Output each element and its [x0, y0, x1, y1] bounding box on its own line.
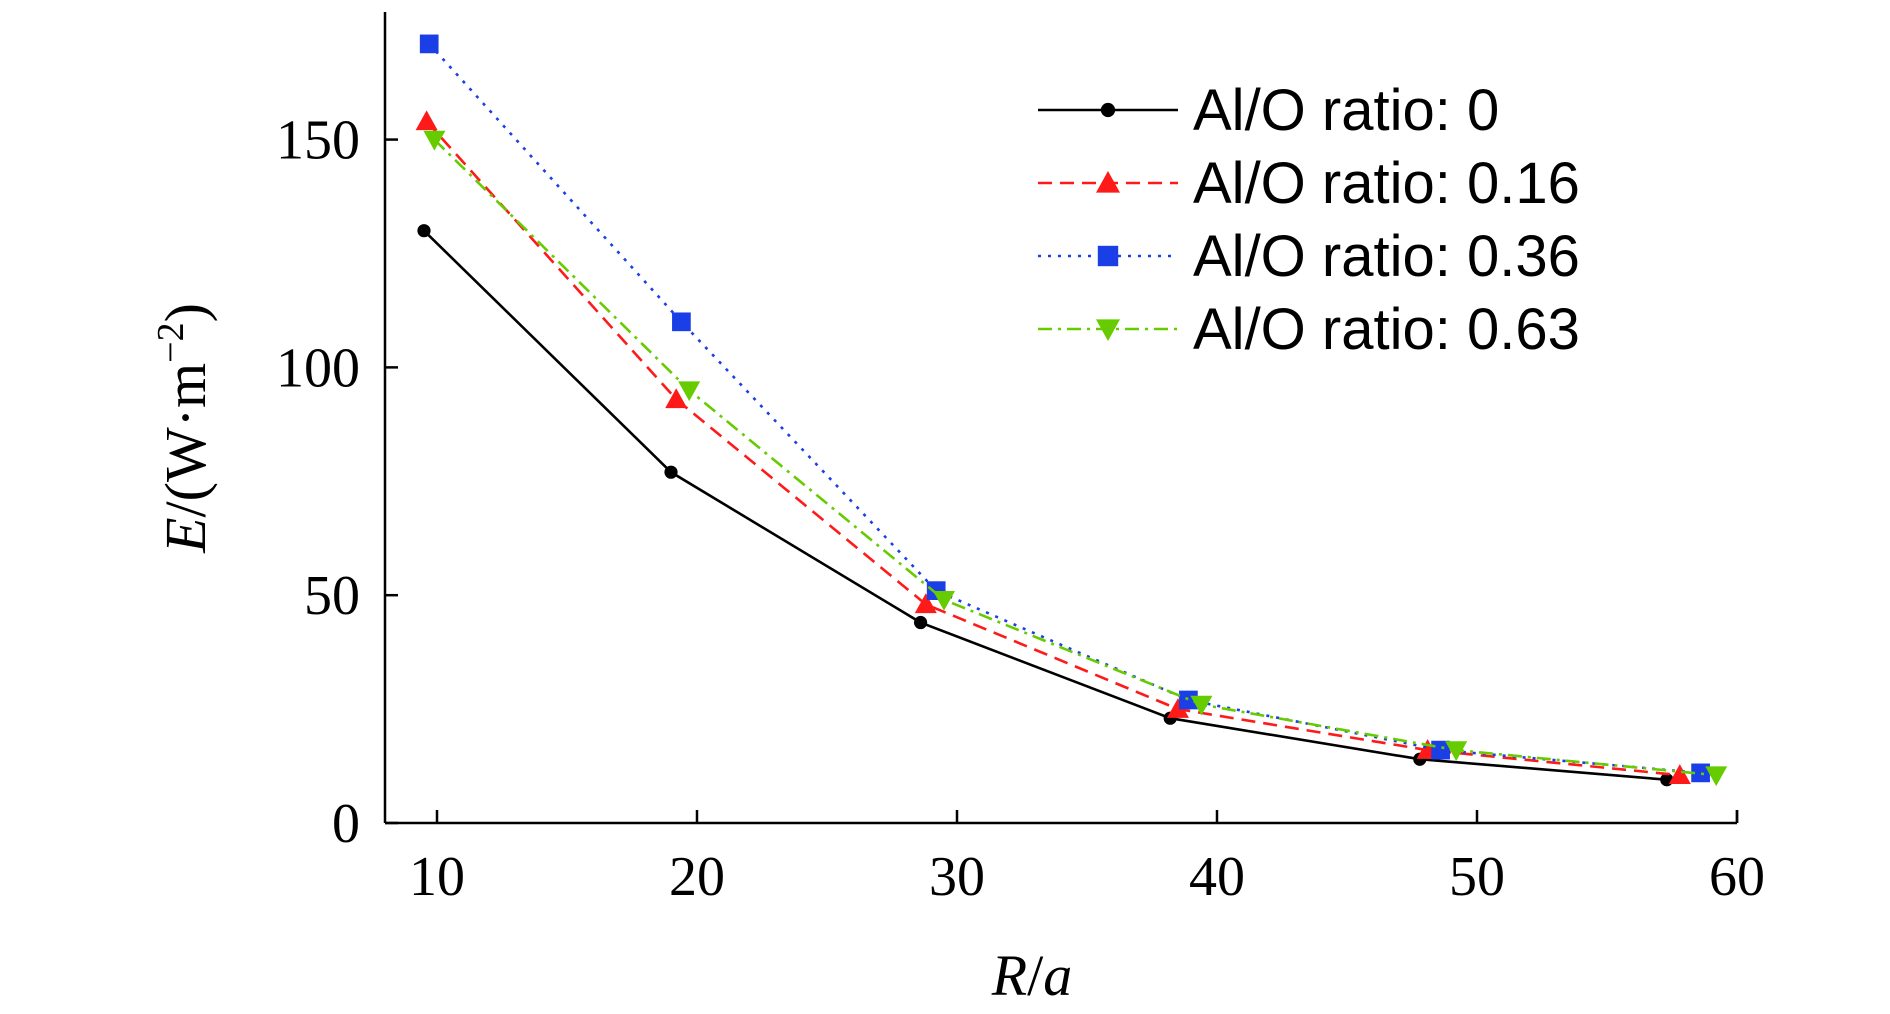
series-3: [423, 130, 1728, 787]
data-point: [1100, 102, 1116, 118]
data-point: [914, 593, 937, 614]
x-tick-label: 10: [409, 846, 465, 908]
y-axis-label: E/(W·m−2): [150, 303, 218, 554]
series-2: [419, 34, 1710, 783]
legend: Al/O ratio: 0 Al/O ratio: 0.16 Al/O ratio:…: [1038, 78, 1580, 362]
x-tick-label: 30: [929, 846, 985, 908]
legend-label: Al/O ratio: 0.63: [1193, 297, 1580, 362]
x-tick-label: 20: [669, 846, 725, 908]
data-point: [1179, 690, 1198, 710]
data-point: [1167, 698, 1189, 718]
series-0: [417, 224, 1674, 787]
data-point: [415, 110, 438, 131]
data-point: [933, 590, 955, 611]
series-line: [433, 138, 1717, 777]
axes: [383, 12, 1739, 825]
data-point: [914, 615, 928, 630]
data-point: [1431, 740, 1450, 760]
y-tick-label: 50: [304, 565, 360, 627]
legend-label: Al/O ratio: 0.36: [1193, 224, 1580, 289]
legend-label: Al/O ratio: 0: [1193, 78, 1499, 143]
data-point: [1445, 741, 1468, 762]
data-point: [672, 312, 691, 332]
legend-item: Al/O ratio: 0.63: [1038, 297, 1580, 362]
legend-item: Al/O ratio: 0.16: [1038, 151, 1580, 216]
series-line: [423, 229, 1667, 782]
data-point: [1096, 319, 1120, 341]
data-point: [1691, 763, 1710, 783]
data-point: [664, 465, 678, 479]
x-tick-label: 40: [1189, 846, 1245, 908]
data-point: [1190, 695, 1213, 716]
data-point: [1096, 171, 1120, 193]
x-tick-label: 50: [1449, 846, 1505, 908]
data-point: [417, 224, 431, 238]
x-axis-label: R/a: [991, 943, 1073, 1008]
ticks: 10 20 30 40 50 60 0 50 100 150: [276, 110, 1765, 908]
plot-area: [415, 34, 1728, 787]
data-point: [678, 381, 701, 402]
data-point: [1097, 245, 1119, 267]
legend-label: Al/O ratio: 0.16: [1193, 151, 1580, 216]
y-tick-label: 100: [276, 337, 360, 399]
data-point: [419, 34, 439, 54]
data-point: [1668, 764, 1691, 784]
data-point: [423, 130, 446, 151]
y-tick-label: 150: [276, 110, 360, 172]
x-tick-label: 60: [1709, 846, 1765, 908]
legend-item: Al/O ratio: 0: [1038, 78, 1499, 143]
series-line: [425, 120, 1680, 777]
legend-item: Al/O ratio: 0.36: [1038, 224, 1580, 289]
data-point: [665, 388, 688, 409]
data-point: [1705, 766, 1728, 787]
y-tick-label: 0: [332, 793, 360, 855]
